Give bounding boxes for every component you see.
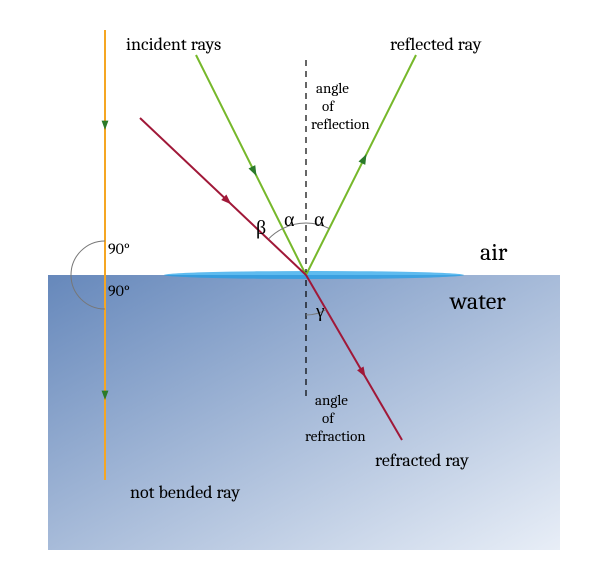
water-surface-highlight	[164, 271, 464, 279]
label-incident_rays: incident rays	[126, 34, 221, 55]
label-reflected_ray: reflected ray	[390, 34, 482, 55]
label-air: air	[480, 238, 508, 266]
angle-arc-ninety_top	[71, 241, 105, 275]
label-ninety_top: 90°	[108, 240, 130, 258]
label-gamma: γ	[315, 300, 324, 322]
label-angle_of_reflection_l1: angle	[316, 79, 349, 97]
label-refracted_ray: refracted ray	[375, 450, 469, 471]
label-angle_of_reflection_l2: of	[322, 97, 335, 115]
diagram-svg: incident raysreflected rayangleofreflect…	[0, 0, 594, 572]
label-ninety_bottom: 90°	[108, 282, 130, 300]
angle-arc-beta	[269, 229, 283, 239]
water-region	[48, 275, 560, 550]
refraction-diagram: incident raysreflected rayangleofreflect…	[0, 0, 594, 572]
incident-green-ray	[196, 55, 306, 275]
label-water: water	[449, 287, 506, 315]
label-alpha_right: α	[314, 208, 325, 231]
label-angle_of_reflection_l3: reflection	[311, 115, 370, 133]
label-alpha_left: α	[284, 208, 295, 231]
label-not_bended_ray: not bended ray	[130, 482, 240, 503]
label-angle_of_refraction_l1: angle	[315, 391, 348, 409]
label-beta: β	[256, 216, 266, 239]
label-angle_of_refraction_l2: of	[322, 409, 335, 427]
label-angle_of_refraction_l3: refraction	[305, 427, 366, 445]
incident-red-ray	[140, 118, 306, 275]
